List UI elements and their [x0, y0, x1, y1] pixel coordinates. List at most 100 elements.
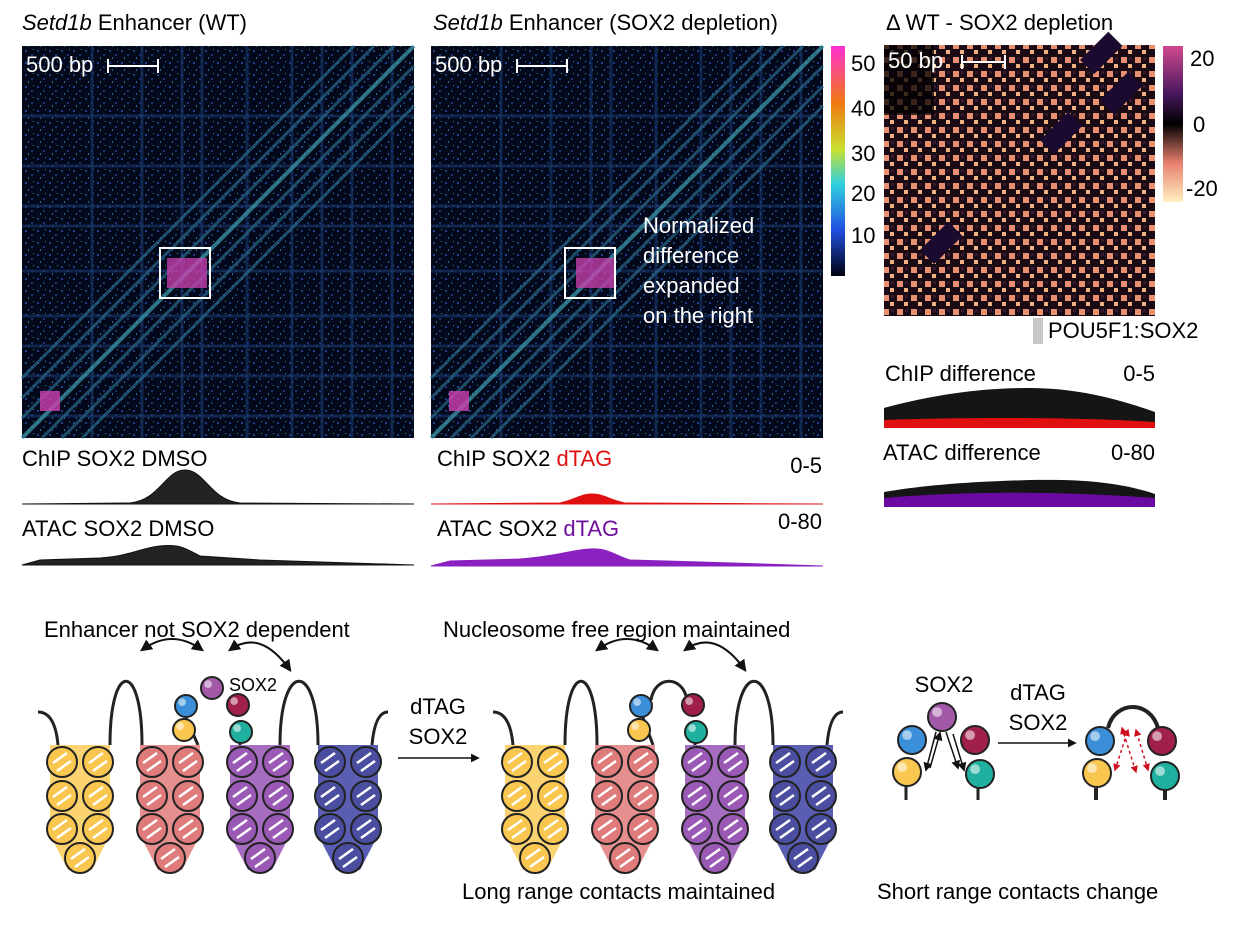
caption: Enhancer not SOX2 dependent — [44, 617, 350, 642]
protein — [897, 725, 927, 755]
chip-diff-red — [884, 417, 1155, 428]
map-diagonal — [60, 84, 416, 440]
nucleosome — [627, 780, 659, 812]
nucleosome-dna — [268, 818, 288, 840]
scale-label: 50 bp — [888, 48, 943, 73]
nucleosome — [681, 746, 713, 778]
nucleosome — [501, 780, 533, 812]
map-diagonal — [429, 44, 785, 400]
contact-arrow — [1134, 728, 1150, 772]
nucleosome — [769, 746, 801, 778]
zoom-box — [159, 247, 211, 299]
contact-arrow — [945, 731, 960, 770]
motif-label: POU5F1:SOX2 — [1048, 318, 1198, 343]
nucleosome — [350, 813, 382, 845]
nucleosome-dna — [687, 785, 707, 807]
atac-track — [430, 548, 824, 567]
delta-dark — [1100, 71, 1143, 115]
highlight — [230, 697, 238, 706]
zoom-box — [564, 247, 616, 299]
nucleosome-dna — [142, 751, 162, 773]
track-label: ATAC SOX2 dTAG — [437, 516, 619, 541]
arrow-label: SOX2 — [409, 724, 468, 749]
highlight — [633, 698, 642, 707]
nucleosome-dna — [633, 818, 653, 840]
label-tag: dTAG — [556, 446, 612, 471]
contact-arrow — [140, 638, 204, 652]
nucleosome-dna — [88, 785, 108, 807]
colorbar-label: 40 — [851, 96, 875, 121]
nucleosome-dna — [507, 785, 527, 807]
nucleosome-dna — [320, 818, 340, 840]
nucleosome — [805, 780, 837, 812]
nucleosome-dna — [723, 785, 743, 807]
nucleosome — [314, 746, 346, 778]
arrow-label: dTAG — [1010, 680, 1066, 705]
track-range: 0-5 — [1123, 361, 1155, 386]
nucleosome-dna — [543, 818, 563, 840]
nucleosome — [681, 813, 713, 845]
nucleosome — [172, 780, 204, 812]
colorbar-label: 20 — [851, 181, 875, 206]
nucleosome-dna — [775, 751, 795, 773]
highlight — [685, 697, 694, 706]
nucleosome — [787, 842, 819, 874]
nucleosome-dna — [178, 785, 198, 807]
contact-arrow — [228, 639, 292, 672]
note-line: expanded — [643, 273, 740, 298]
map-diagonal — [20, 44, 396, 420]
nucleosome — [805, 813, 837, 845]
nucleosome — [627, 746, 659, 778]
nucleosome — [136, 780, 168, 812]
nucleosome-dna — [356, 751, 376, 773]
nucleosome-dna — [775, 818, 795, 840]
nucleosome-dna — [723, 818, 743, 840]
map-diagonal — [40, 64, 416, 440]
label-text: ATAC SOX2 — [437, 516, 563, 541]
nucleosome-dna — [775, 785, 795, 807]
nucleosome-dna — [525, 847, 545, 869]
colorbar — [831, 46, 845, 276]
nucleosome-dna — [615, 847, 635, 869]
nucleosome — [717, 746, 749, 778]
map-diagonal — [489, 104, 825, 440]
hotspot — [576, 258, 616, 288]
highlight — [631, 722, 640, 731]
nucleosome — [136, 813, 168, 845]
title-italic: Setd1b — [22, 10, 92, 35]
scale-label: 500 bp — [26, 52, 93, 77]
nucleosome-dna — [88, 818, 108, 840]
nucleosome-dna — [687, 818, 707, 840]
chip-diff-track — [884, 388, 1155, 428]
protein — [892, 757, 922, 787]
nucleosome-dna — [320, 785, 340, 807]
track-label: ChIP SOX2 dTAG — [437, 446, 612, 471]
dna — [1094, 705, 1167, 800]
nucleosome — [501, 746, 533, 778]
nucleosome-dna — [142, 818, 162, 840]
protein — [172, 718, 196, 742]
highlight — [233, 724, 241, 733]
protein — [200, 676, 224, 700]
nucleosome — [172, 813, 204, 845]
scale-bar — [961, 55, 1006, 69]
contact-arrow — [1113, 728, 1130, 772]
nucleosome — [627, 813, 659, 845]
hotspot — [40, 391, 60, 411]
nucleosome-dna — [160, 847, 180, 869]
scale-bar — [107, 59, 159, 73]
protein — [927, 702, 957, 732]
delta-dark — [1080, 31, 1123, 75]
nucleosome — [805, 746, 837, 778]
label-tag: dTAG — [563, 516, 619, 541]
track-label: ATAC SOX2 DMSO — [22, 516, 214, 541]
nucleosome — [537, 780, 569, 812]
protein — [681, 693, 705, 717]
protein — [965, 759, 995, 789]
schematic — [37, 638, 1180, 874]
nucleosome — [519, 842, 551, 874]
dna — [649, 679, 689, 701]
nucleosome-dna — [705, 847, 725, 869]
highlight — [970, 764, 980, 774]
